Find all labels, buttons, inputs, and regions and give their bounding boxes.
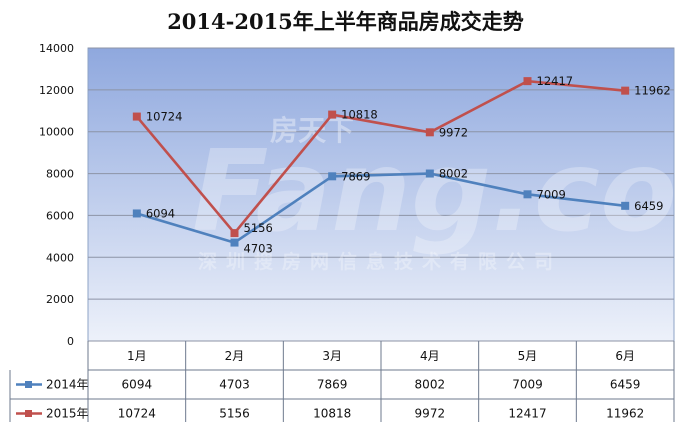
y-tick-label: 12000 (39, 84, 74, 97)
data-point (132, 209, 141, 218)
x-category-label: 4月 (420, 349, 440, 363)
data-point (328, 172, 337, 181)
data-label: 10724 (146, 110, 183, 124)
data-point (132, 112, 141, 121)
table-cell-value: 6459 (610, 378, 641, 392)
series-line (135, 79, 626, 235)
table-cell-value: 10818 (313, 407, 351, 421)
y-tick-label: 14000 (39, 42, 74, 55)
plot-area (87, 47, 675, 342)
data-point (621, 86, 630, 95)
table-cell-value: 5156 (219, 407, 250, 421)
y-tick-label: 8000 (46, 168, 74, 181)
legend-label: 2015年 (46, 407, 89, 421)
y-tick-label: 6000 (46, 209, 74, 222)
y-tick-label: 4000 (46, 251, 74, 264)
data-label: 9972 (439, 125, 468, 139)
data-point (523, 190, 532, 199)
table-cell-value: 10724 (118, 407, 156, 421)
series-line (136, 172, 626, 244)
watermark-subtitle: 深圳搜房网信息技术有限公司 (198, 250, 562, 273)
data-label: 11962 (634, 84, 671, 98)
data-point (425, 169, 434, 178)
data-point (328, 110, 337, 119)
data-point (230, 229, 239, 238)
table-cell-value: 7869 (317, 378, 348, 392)
data-label: 5156 (244, 221, 273, 235)
table-cell-value: 4703 (219, 378, 250, 392)
table-cell-value: 7009 (512, 378, 543, 392)
data-label: 6459 (634, 199, 663, 213)
data-label: 10818 (341, 108, 378, 122)
table-cell-value: 6094 (122, 378, 153, 392)
chart-title: 2014-2015年上半年商品房成交走势 (167, 9, 524, 34)
data-point (230, 238, 239, 247)
y-tick-label: 10000 (39, 126, 74, 139)
table-cell-value: 9972 (415, 407, 446, 421)
y-tick-label: 0 (67, 335, 74, 348)
legend-marker (25, 381, 32, 388)
y-tick-label: 2000 (46, 293, 74, 306)
watermark-brand: 房天下 (270, 114, 354, 147)
table-cell-value: 12417 (508, 407, 546, 421)
x-category-label: 2月 (225, 349, 245, 363)
table-body (10, 370, 674, 422)
data-label: 7009 (537, 187, 566, 201)
x-category-label: 5月 (518, 349, 538, 363)
watermark-logo: Fang.com (192, 127, 691, 257)
legend-marker (25, 410, 32, 417)
x-category-label: 6月 (615, 349, 635, 363)
table-cell-value: 8002 (415, 378, 446, 392)
data-label: 4703 (244, 242, 273, 256)
data-point (425, 128, 434, 137)
table-cell-value: 11962 (606, 407, 644, 421)
data-label: 12417 (537, 74, 574, 88)
data-point (523, 77, 532, 86)
x-category-label: 3月 (322, 349, 342, 363)
x-category-label: 1月 (127, 349, 147, 363)
data-label: 6094 (146, 206, 175, 220)
legend-label: 2014年 (46, 378, 89, 392)
data-point (621, 201, 630, 210)
data-label: 7869 (341, 169, 370, 183)
data-label: 8002 (439, 167, 468, 181)
